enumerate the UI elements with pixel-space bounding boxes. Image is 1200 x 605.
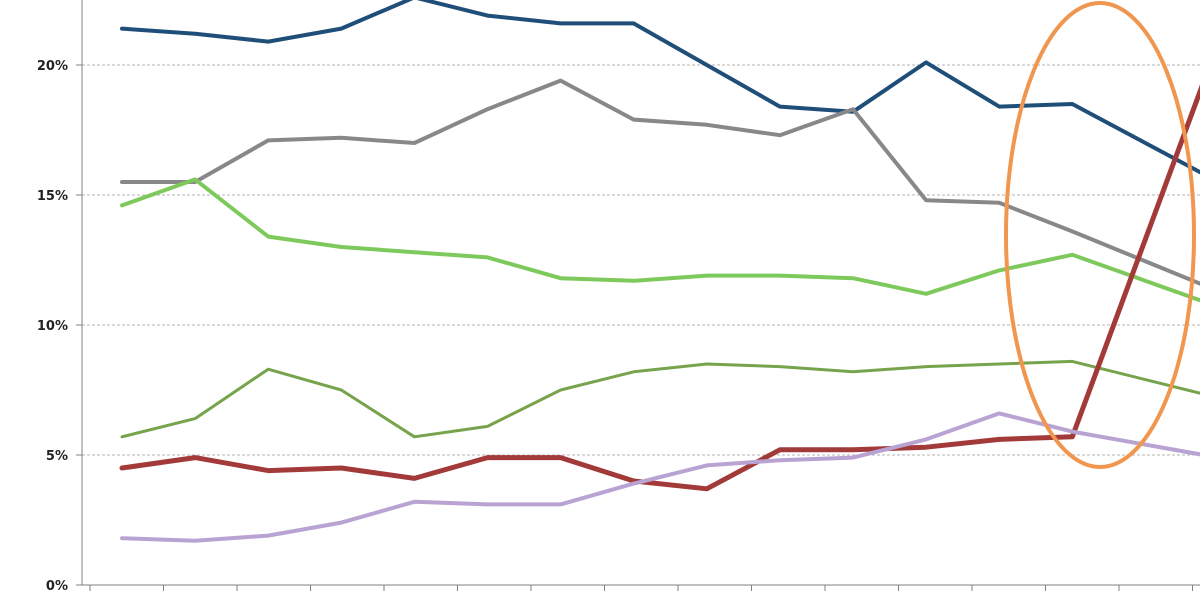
series-line-1 [120, 0, 1200, 175]
y-tick-label: 5% [46, 449, 68, 464]
series-line-5 [119, 84, 1200, 492]
y-tick-labels: 0% 5% 10% 15% 20% [37, 59, 68, 594]
series-line-4 [120, 359, 1200, 439]
y-tick-label: 15% [37, 189, 68, 204]
axes [76, 0, 1200, 591]
highlight-ellipse [1004, 1, 1196, 469]
y-tick-label: 10% [37, 319, 68, 334]
series-line-3 [120, 177, 1200, 303]
series-lines [119, 0, 1200, 543]
y-tick-label: 0% [46, 579, 68, 594]
y-tick-label: 20% [37, 59, 68, 74]
series-line-2 [120, 78, 1200, 286]
series-line-6 [120, 411, 1200, 543]
annotations [1004, 1, 1196, 469]
